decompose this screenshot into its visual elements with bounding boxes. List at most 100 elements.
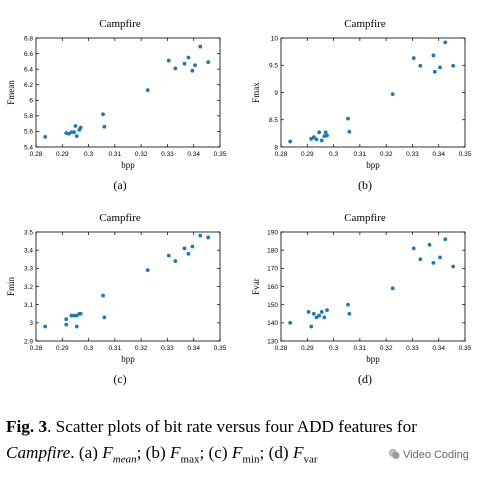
data-point: [182, 246, 187, 251]
data-point: [190, 244, 195, 249]
data-point: [193, 63, 197, 68]
data-point: [186, 55, 191, 60]
data-point: [288, 320, 293, 325]
chat-bubble-icon: [388, 448, 400, 459]
data-point: [73, 124, 78, 128]
y-tick-label: 3.5: [24, 229, 33, 236]
data-point: [69, 130, 74, 135]
x-tick-label: 0.28: [30, 151, 43, 158]
watermark: Video Coding: [385, 447, 472, 462]
x-tick-label: 0.28: [30, 345, 43, 352]
data-point: [166, 253, 171, 258]
feature-sub: max: [180, 453, 200, 466]
y-tick-label: 6.4: [24, 66, 33, 73]
data-point: [451, 264, 456, 269]
data-point: [102, 315, 107, 320]
y-axis-label: Fvar: [251, 278, 261, 295]
sub-label-c: (c): [113, 372, 127, 386]
data-point: [431, 53, 436, 58]
caption-text: . (a): [70, 443, 103, 462]
data-point: [186, 251, 191, 256]
x-tick-label: 0.34: [187, 151, 200, 158]
plot-area-a: 0.28 0.29 0.3 0.31 0.32 0.33 0.34 0.35 5.4 5.6 5.8…: [6, 35, 227, 170]
data-point: [322, 315, 327, 320]
data-point: [72, 313, 77, 318]
data-point: [314, 137, 319, 142]
x-tick-label: 0.31: [354, 151, 367, 158]
x-tick-label: 0.33: [161, 345, 174, 352]
figure-caption: Fig. 3. Scatter plots of bit rate versus…: [6, 414, 494, 472]
y-tick-label: 3.1: [24, 302, 33, 309]
y-axis-label: Fmax: [251, 82, 261, 103]
data-point: [166, 58, 171, 63]
x-axis-label: bpp: [121, 160, 135, 170]
y-tick-label: 6.6: [24, 51, 33, 58]
data-point: [206, 235, 211, 240]
y-tick-label: 5.8: [24, 113, 33, 120]
data-point: [309, 324, 314, 329]
data-point: [319, 310, 324, 314]
caption-text: ; (d): [259, 443, 293, 462]
data-point: [182, 61, 187, 66]
data-point: [311, 311, 316, 316]
x-tick-label: 0.33: [406, 151, 419, 158]
x-tick-label: 0.35: [459, 345, 472, 352]
data-point: [317, 130, 322, 135]
y-tick-label: 10: [271, 35, 279, 42]
data-point: [74, 134, 79, 138]
x-tick-label: 0.31: [109, 151, 122, 158]
y-tick-label: 6: [29, 98, 33, 105]
data-point: [306, 310, 311, 314]
axes-box: [35, 37, 221, 148]
y-tick-label: 160: [267, 284, 278, 291]
x-tick-label: 0.3: [329, 151, 338, 158]
data-point: [418, 63, 423, 68]
feature-f: F: [170, 443, 181, 462]
y-tick-label: 6.2: [24, 82, 33, 89]
x-tick-label: 0.31: [354, 345, 367, 352]
sub-label-a: (a): [113, 178, 127, 192]
data-point: [74, 324, 79, 329]
x-tick-label: 0.29: [56, 151, 69, 158]
x-tick-label: 0.3: [84, 151, 93, 158]
scatter-panel-a: Campfire 0.28 0.29 0.3 0.31 0.32 0.33 0.34 0.35…: [0, 18, 240, 193]
data-point: [311, 135, 316, 140]
data-point: [325, 133, 329, 138]
data-point: [102, 124, 107, 129]
data-point: [317, 313, 322, 318]
feature-sub: mean: [112, 453, 137, 466]
y-tick-label: 8.5: [269, 117, 278, 124]
data-point: [390, 286, 395, 291]
x-tick-label: 0.29: [301, 345, 314, 352]
chart-title: Campfire: [344, 18, 386, 30]
data-point: [411, 246, 416, 251]
data-point: [411, 56, 416, 61]
data-point: [145, 88, 150, 93]
plot-area-d: 0.28 0.29 0.3 0.31 0.32 0.33 0.34 0.35 130 140 150…: [251, 229, 472, 364]
data-point: [43, 324, 48, 329]
data-point: [78, 311, 83, 316]
y-tick-label: 3.4: [24, 247, 33, 254]
data-point: [69, 313, 74, 318]
data-point: [347, 129, 352, 134]
figure-label: Fig. 3: [6, 417, 48, 436]
x-axis-label: bpp: [366, 160, 380, 170]
y-tick-label: 170: [267, 266, 278, 273]
data-point: [390, 92, 395, 97]
data-point: [347, 311, 352, 316]
data-point: [418, 257, 423, 262]
scatter-panel-d: Campfire 0.28 0.29 0.3 0.31 0.32 0.33 0.34 0.35…: [245, 212, 485, 387]
scatter-panel-b: Campfire 0.28 0.29 0.3 0.31 0.32 0.33 0.34 0.35…: [245, 18, 485, 193]
y-tick-label: 5.4: [24, 144, 33, 151]
x-tick-label: 0.32: [380, 151, 393, 158]
x-tick-label: 0.32: [380, 345, 393, 352]
caption-text: . Scatter plots of bit rate versus four …: [47, 417, 417, 436]
x-tick-label: 0.3: [329, 345, 338, 352]
x-tick-label: 0.31: [109, 345, 122, 352]
data-point: [288, 139, 293, 144]
axes-box: [280, 231, 466, 342]
data-point: [443, 237, 448, 242]
caption-line-2: Campfire. (a) Fmean; (b) Fmax; (c) Fmin;…: [6, 440, 494, 472]
data-point: [346, 116, 350, 121]
scatter-panel-c: Campfire 0.28 0.29 0.3 0.31 0.32 0.33 0.34 0.35…: [0, 212, 240, 387]
